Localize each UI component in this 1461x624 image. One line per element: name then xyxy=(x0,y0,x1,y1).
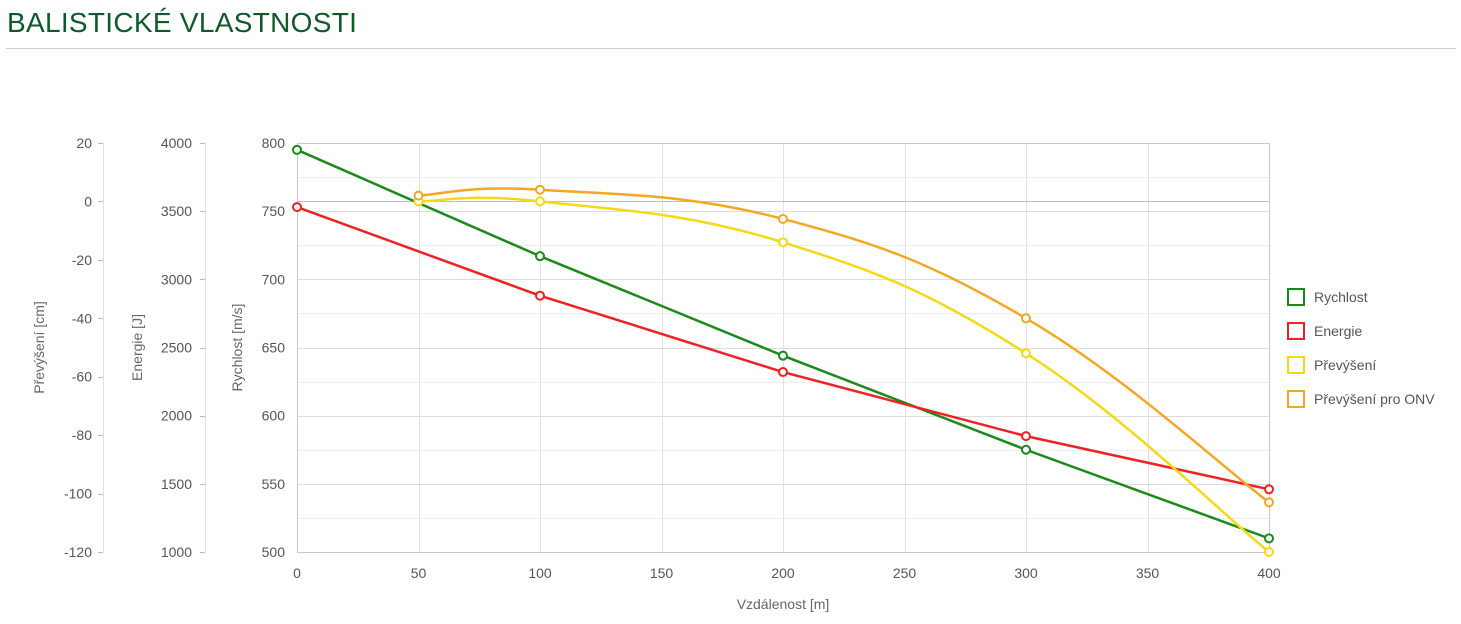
x-tick-label: 300 xyxy=(1014,565,1038,581)
x-tick-label: 350 xyxy=(1136,565,1160,581)
drop-tick-label: -100 xyxy=(64,486,92,502)
data-point-rychlost xyxy=(778,350,788,361)
x-tick-label: 0 xyxy=(293,565,301,581)
x-tick-label: 400 xyxy=(1257,565,1281,581)
x-tick-label: 50 xyxy=(411,565,427,581)
data-point-rychlost xyxy=(292,144,302,155)
energy-tick-label: 3000 xyxy=(161,271,192,287)
data-point-rychlost xyxy=(1021,444,1031,455)
legend-item-prevyseni-pro-onv: Převýšení pro ONV xyxy=(1287,390,1435,408)
data-point-energie xyxy=(535,290,545,301)
legend-swatch-rychlost xyxy=(1287,288,1305,306)
plot-grid xyxy=(297,143,1270,553)
energy-tick-label: 1500 xyxy=(161,476,192,492)
data-point-prevyseni xyxy=(1264,547,1274,557)
legend-item-prevyseni: Převýšení xyxy=(1287,356,1376,374)
data-point-energie xyxy=(292,202,302,213)
energy-axis: 4000 3500 3000 2500 2000 1500 1000 Energie [J] xyxy=(129,135,206,560)
legend-swatch-prevyseni xyxy=(1287,356,1305,374)
energy-tick-label: 1000 xyxy=(161,544,192,560)
data-point-prevyseni-pro-onv xyxy=(1021,313,1031,324)
velocity-tick-label: 650 xyxy=(262,340,286,356)
drop-tick-label: -80 xyxy=(72,427,92,443)
x-tick-label: 100 xyxy=(528,565,552,581)
velocity-tick-label: 550 xyxy=(262,476,286,492)
legend-item-rychlost: Rychlost xyxy=(1287,288,1368,306)
data-point-rychlost xyxy=(1264,533,1274,544)
velocity-tick-label: 800 xyxy=(262,135,286,151)
data-point-prevyseni xyxy=(1021,348,1031,359)
drop-tick-label: -40 xyxy=(72,310,92,326)
energy-tick-label: 2500 xyxy=(161,340,192,356)
data-point-prevyseni xyxy=(535,196,545,207)
drop-axis-title: Převýšení [cm] xyxy=(31,301,47,394)
x-tick-label: 250 xyxy=(893,565,917,581)
series-layer xyxy=(292,144,1274,557)
energy-tick-label: 2000 xyxy=(161,408,192,424)
drop-tick-label: 0 xyxy=(84,193,92,209)
energy-tick-label: 3500 xyxy=(161,203,192,219)
velocity-axis-title: Rychlost [m/s] xyxy=(229,304,245,392)
legend-label-prevyseni-pro-onv: Převýšení pro ONV xyxy=(1314,391,1435,407)
legend-label-energie: Energie xyxy=(1314,323,1362,339)
chart-legend: Rychlost Energie Převýšení Převýšení pro ON… xyxy=(1287,288,1435,408)
data-point-prevyseni xyxy=(778,237,788,248)
data-point-energie xyxy=(1021,431,1031,442)
drop-tick-label: -60 xyxy=(72,369,92,385)
drop-tick-label: -120 xyxy=(64,544,92,560)
data-point-energie xyxy=(778,367,788,378)
data-point-prevyseni-pro-onv xyxy=(1264,497,1274,508)
data-point-prevyseni-pro-onv xyxy=(413,190,424,201)
series-prevyseni xyxy=(413,196,1274,557)
series-energie xyxy=(292,202,1274,495)
legend-swatch-energie xyxy=(1287,322,1305,340)
data-point-energie xyxy=(1264,484,1274,495)
data-point-prevyseni-pro-onv xyxy=(535,184,545,195)
series-prevyseni-pro-onv xyxy=(413,184,1274,508)
x-tick-label: 200 xyxy=(771,565,795,581)
legend-swatch-prevyseni-pro-onv xyxy=(1287,390,1305,408)
series-line-prevyseni xyxy=(418,196,1270,553)
energy-tick-label: 4000 xyxy=(161,135,192,151)
title-divider xyxy=(6,48,1456,49)
velocity-tick-label: 750 xyxy=(262,203,286,219)
velocity-axis: 800 750 700 650 600 550 500 Rychlost [m/s] xyxy=(229,135,285,560)
velocity-tick-label: 700 xyxy=(262,271,286,287)
series-line-prevyseni-pro-onv xyxy=(418,187,1270,504)
drop-tick-label: 20 xyxy=(76,135,92,151)
legend-label-prevyseni: Převýšení xyxy=(1314,357,1376,373)
series-rychlost xyxy=(292,144,1274,544)
energy-axis-title: Energie [J] xyxy=(129,314,145,381)
drop-axis: 20 0 -20 -40 -60 -80 -100 -120 Převýšení [cm] xyxy=(31,135,104,560)
x-axis: 0 50 100 150 200 250 300 350 400 Vzdálenost [m] xyxy=(293,565,1281,612)
data-point-prevyseni-pro-onv xyxy=(778,213,788,224)
legend-label-rychlost: Rychlost xyxy=(1314,289,1368,305)
velocity-tick-label: 600 xyxy=(262,408,286,424)
drop-tick-label: -20 xyxy=(72,252,92,268)
page-title: BALISTICKÉ VLASTNOSTI xyxy=(7,7,358,38)
plot-frame xyxy=(297,143,1270,553)
velocity-tick-label: 500 xyxy=(262,544,286,560)
x-axis-title: Vzdálenost [m] xyxy=(737,596,830,612)
x-tick-label: 150 xyxy=(650,565,674,581)
legend-item-energie: Energie xyxy=(1287,322,1362,340)
data-point-rychlost xyxy=(535,251,545,262)
